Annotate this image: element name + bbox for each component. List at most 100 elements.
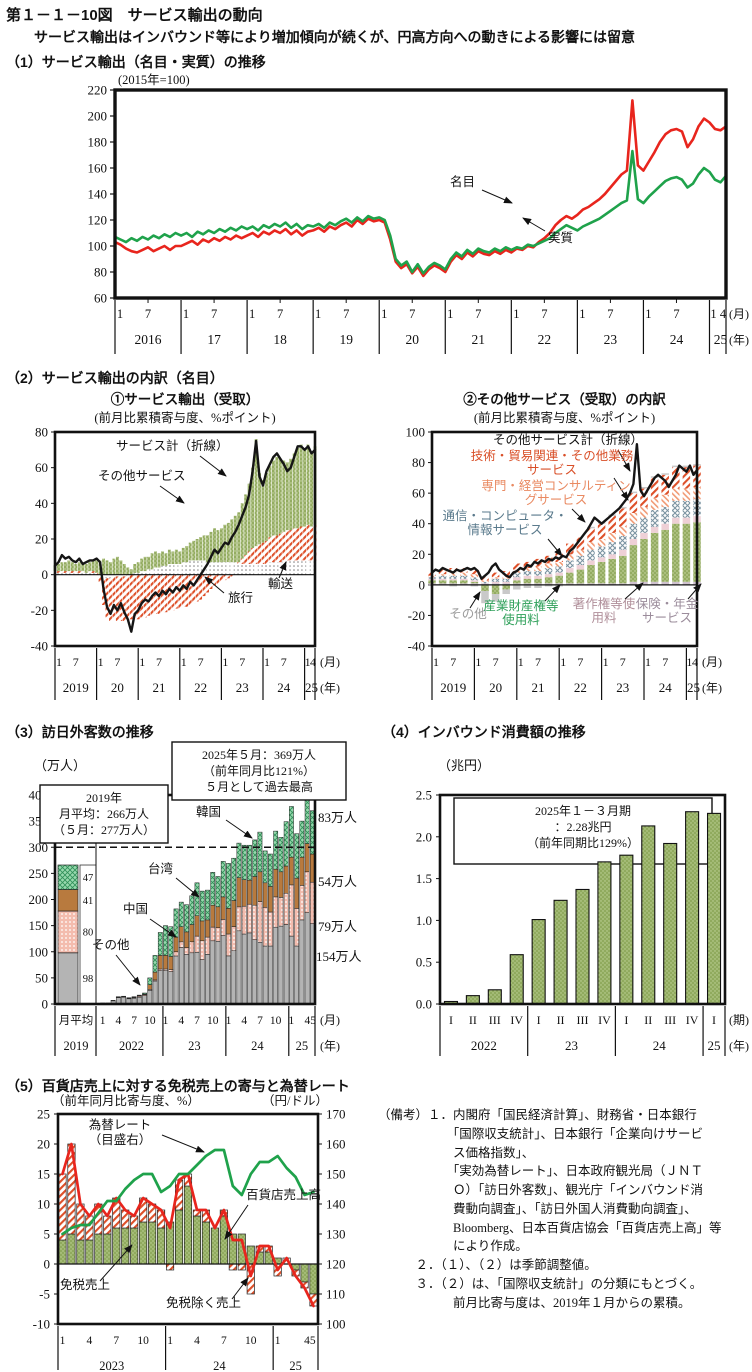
svg-text:23: 23 [616, 680, 629, 695]
svg-text:7: 7 [257, 1015, 263, 1027]
svg-text:(年): (年) [729, 1039, 749, 1053]
svg-text:60: 60 [412, 486, 425, 501]
svg-text:10: 10 [144, 1015, 156, 1027]
svg-text:0.5: 0.5 [416, 955, 432, 970]
svg-text:0: 0 [44, 1257, 51, 1272]
svg-text:その他サービス: その他サービス [98, 469, 186, 483]
section-1-heading: （1）サービス輸出（名目・実質）の推移 [6, 54, 266, 70]
svg-text:1: 1 [275, 1335, 281, 1347]
svg-text:7: 7 [156, 655, 162, 669]
svg-text:-40: -40 [31, 639, 48, 654]
svg-text:150: 150 [326, 1167, 346, 1182]
chart-inbound-visitors: （万人） 400 350 300 250 200 150 100 50 0 98 80 41 47 2019… [0, 740, 376, 1064]
svg-text:I: I [712, 1013, 716, 1027]
svg-text:2019: 2019 [63, 680, 89, 695]
svg-text:19: 19 [339, 332, 353, 347]
svg-text:7: 7 [662, 655, 668, 669]
svg-text:2016: 2016 [135, 332, 162, 347]
svg-text:技術・貿易関連・その他業務: 技術・貿易関連・その他業務 [471, 448, 634, 463]
svg-text:1: 1 [645, 655, 651, 669]
svg-text:200: 200 [29, 892, 49, 907]
svg-text:250: 250 [29, 866, 49, 881]
svg-text:(月): (月) [702, 655, 722, 669]
svg-text:10: 10 [245, 1335, 257, 1347]
svg-text:-40: -40 [408, 639, 425, 654]
svg-text:1: 1 [603, 655, 609, 669]
svg-text:130: 130 [326, 1227, 346, 1242]
svg-text:(期): (期) [729, 1013, 749, 1027]
svg-text:中国: 中国 [123, 901, 148, 916]
svg-text:1: 1 [381, 307, 387, 321]
svg-text:I: I [537, 1013, 541, 1027]
svg-text:80: 80 [83, 927, 94, 938]
svg-text:サービス: サービス [642, 611, 692, 625]
svg-text:-10: -10 [33, 1317, 50, 1332]
svg-text:1: 1 [56, 655, 62, 669]
svg-text:I: I [449, 1013, 453, 1027]
svg-text:22: 22 [574, 680, 587, 695]
source-notes: （備考）１．内閣府「国民経済計算」、財務省・日本銀行 「国際収支統計」、日本銀行… [378, 1108, 722, 1310]
svg-text:100: 100 [406, 425, 426, 440]
svg-text:1: 1 [163, 1015, 169, 1027]
svg-text:（兆円）: （兆円） [438, 758, 490, 773]
svg-text:-20: -20 [31, 603, 48, 618]
svg-text:：2.28兆円: ：2.28兆円 [554, 820, 611, 834]
svg-text:2025年５月：369万人: 2025年５月：369万人 [202, 748, 316, 762]
svg-text:保険・年金: 保険・年金 [636, 596, 699, 611]
svg-text:24: 24 [277, 680, 291, 695]
section-2-heading: （2）サービス輸出の内訳（名目） [6, 370, 224, 386]
svg-text:使用料: 使用料 [502, 612, 540, 627]
svg-text:(前月比累積寄与度、%ポイント): (前月比累積寄与度、%ポイント) [94, 410, 275, 425]
svg-text:1: 1 [475, 655, 481, 669]
svg-text:7: 7 [114, 655, 120, 669]
svg-text:1: 1 [226, 1015, 232, 1027]
svg-text:（前年同期比129%）: （前年同期比129%） [527, 835, 639, 850]
svg-text:22: 22 [538, 332, 552, 347]
svg-text:7: 7 [475, 307, 481, 321]
svg-text:20: 20 [37, 1137, 50, 1152]
svg-text:7: 7 [541, 307, 547, 321]
svg-text:7: 7 [113, 1335, 119, 1347]
svg-text:23: 23 [236, 680, 249, 695]
svg-text:24: 24 [659, 680, 673, 695]
svg-text:その他: その他 [449, 607, 487, 621]
svg-text:17: 17 [207, 332, 221, 347]
svg-text:140: 140 [88, 187, 108, 202]
svg-text:7: 7 [145, 307, 151, 321]
svg-text:0: 0 [42, 997, 49, 1012]
svg-text:45: 45 [305, 1015, 317, 1027]
svg-text:20: 20 [111, 680, 124, 695]
svg-text:1: 1 [98, 655, 104, 669]
svg-text:7: 7 [211, 307, 217, 321]
svg-text:（５月：277万人）: （５月：277万人） [53, 823, 155, 837]
section-5-heading: （5）百貨店売上に対する免税売上の寄与と為替レート [6, 1078, 350, 1094]
svg-text:7: 7 [198, 655, 204, 669]
figure-title: 第１－１－10図 サービス輸出の動向 [6, 7, 263, 24]
svg-text:1: 1 [222, 655, 228, 669]
svg-text:7: 7 [450, 655, 456, 669]
svg-text:7: 7 [673, 307, 679, 321]
svg-text:免税売上: 免税売上 [60, 1277, 110, 1292]
svg-text:2023: 2023 [99, 1359, 124, 1372]
svg-text:22: 22 [194, 680, 207, 695]
svg-text:7: 7 [620, 655, 626, 669]
svg-text:1: 1 [60, 1335, 66, 1347]
svg-text:18: 18 [273, 332, 287, 347]
svg-text:4: 4 [194, 1335, 200, 1347]
svg-text:I: I [624, 1013, 628, 1027]
svg-text:免税除く売上: 免税除く売上 [166, 1295, 241, 1310]
svg-text:用料: 用料 [591, 611, 617, 625]
chart-service-export-breakdown: ①サービス輸出（受取） (前月比累積寄与度、%ポイント) 80 60 40 20 0 -20-… [0, 388, 752, 706]
svg-text:15: 15 [37, 1167, 50, 1182]
svg-text:4: 4 [310, 655, 316, 669]
svg-text:4: 4 [241, 1015, 247, 1027]
svg-text:百貨店売上高: 百貨店売上高 [246, 1187, 321, 1202]
chart-inbound-consumption: （兆円） 2.5 2.0 1.5 1.0 0.5 0.0 2025年１－３月期 ：2.28兆円（… [376, 740, 752, 1064]
svg-text:1: 1 [513, 307, 519, 321]
svg-text:54万人: 54万人 [318, 874, 357, 889]
svg-text:(2015年=100): (2015年=100) [118, 73, 190, 87]
svg-text:2025年１－３月期: 2025年１－３月期 [535, 804, 631, 818]
svg-text:23: 23 [188, 1039, 201, 1053]
svg-text:（円/ドル）: （円/ドル） [262, 1094, 328, 1108]
svg-text:1: 1 [183, 307, 189, 321]
